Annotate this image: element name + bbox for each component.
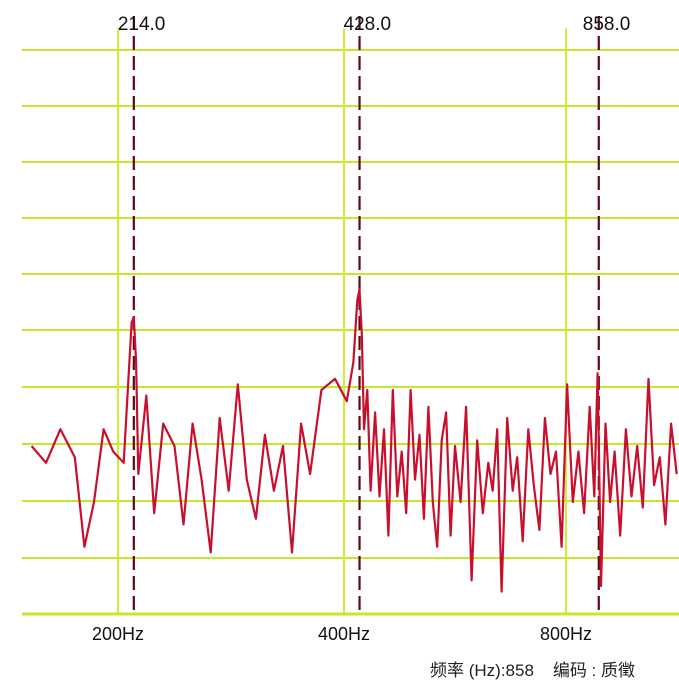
x-tick-label: 400Hz — [318, 624, 370, 644]
x-tick-label: 800Hz — [540, 624, 592, 644]
peak-marker-label: 428.0 — [344, 14, 392, 35]
x-tick-label: 200Hz — [92, 624, 144, 644]
series-layer — [30, 288, 678, 593]
peak-markers: 214.0 428.0 858.0 — [118, 14, 630, 612]
spectrum-series-line — [30, 288, 678, 593]
grid-lines — [22, 28, 679, 616]
x-tick-labels: 200Hz 400Hz 800Hz — [92, 624, 592, 644]
peak-marker-label: 214.0 — [118, 14, 166, 35]
frequency-value: 频率 (Hz):858 — [430, 661, 534, 680]
code-value: 编码 : 质徵 — [552, 661, 635, 680]
peak-marker-label: 858.0 — [583, 14, 631, 35]
frequency-readout: 频率 (Hz):858 编码 : 质徵 — [430, 656, 635, 681]
